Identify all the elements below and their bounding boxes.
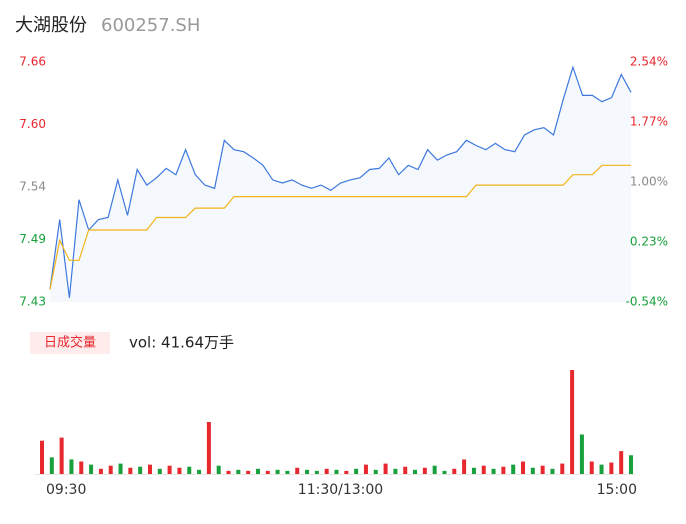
volume-bar (452, 468, 457, 474)
volume-label-bg (30, 332, 110, 354)
volume-bar (491, 468, 496, 474)
price-area (50, 67, 631, 302)
volume-bar (255, 468, 260, 474)
y2-tick-label: 2.54% (630, 55, 668, 69)
volume-bar (197, 469, 202, 474)
volume-bar (383, 463, 388, 474)
volume-bar (413, 469, 418, 474)
volume-bar (442, 470, 447, 474)
volume-bar (570, 370, 575, 474)
volume-bar (157, 468, 162, 474)
y2-tick-label: 1.00% (630, 175, 668, 189)
volume-bar (501, 466, 506, 474)
volume-bar (373, 469, 378, 474)
volume-bar (147, 464, 152, 474)
price-line (49, 65, 632, 298)
volume-bar (246, 470, 251, 474)
y-tick-label: 7.60 (19, 117, 46, 131)
volume-bar (579, 434, 584, 474)
volume-bar (167, 465, 172, 474)
y2-tick-label: -0.54% (626, 295, 668, 309)
volume-bar (187, 466, 192, 474)
volume-bar (305, 469, 310, 474)
volume-bar (363, 464, 368, 474)
volume-bar (344, 470, 349, 474)
volume-bar (108, 465, 113, 474)
volume-bar (629, 455, 633, 474)
x-tick-label: 09:30 (46, 482, 86, 498)
y-tick-label: 7.54 (19, 180, 46, 194)
volume-bar (560, 463, 565, 474)
x-tick-label: 15:00 (597, 482, 637, 498)
volume-bar (324, 468, 329, 474)
volume-bar (226, 470, 231, 474)
volume-bar (481, 465, 486, 474)
y2-tick-label: 0.23% (630, 235, 668, 249)
volume-bar (393, 468, 398, 474)
volume-bar (295, 467, 300, 474)
volume-bar (177, 467, 182, 474)
volume-total: vol: 41.64万手 (129, 334, 234, 352)
volume-bar (285, 470, 290, 474)
volume-bar (619, 451, 624, 474)
volume-bar (89, 464, 94, 474)
volume-bar (206, 422, 211, 474)
volume-bar (334, 469, 339, 474)
volume-bar (462, 459, 467, 474)
volume-bar (69, 459, 74, 474)
stock-name: 大湖股份 (15, 15, 87, 36)
volume-label: 日成交量 (44, 335, 96, 351)
volume-bar (422, 467, 427, 474)
volume-bar (314, 470, 319, 474)
volume-bar (530, 467, 535, 474)
volume-bar (275, 469, 280, 474)
volume-bar (138, 466, 143, 474)
volume-bar (589, 461, 594, 474)
volume-bar (128, 467, 133, 474)
y-tick-label: 7.49 (19, 232, 46, 246)
volume-bar (236, 469, 241, 474)
volume-bar (59, 437, 64, 474)
volume-bar (521, 461, 526, 474)
volume-bar (79, 461, 84, 474)
volume-bar (216, 465, 221, 474)
volume-bar (609, 462, 614, 474)
y-tick-label: 7.66 (19, 55, 46, 69)
volume-bar (540, 465, 545, 474)
volume-bar (471, 467, 476, 474)
volume-bar (118, 463, 123, 474)
y2-tick-label: 1.77% (630, 115, 668, 129)
average-line (49, 164, 631, 290)
stock-code: 600257.SH (101, 15, 200, 36)
volume-bar (599, 464, 604, 474)
volume-bar (511, 464, 516, 474)
x-tick-label: 11:30/13:00 (298, 482, 383, 498)
volume-bar (265, 470, 270, 474)
volume-bar (550, 468, 555, 474)
volume-bar (432, 465, 437, 474)
y-tick-label: 7.43 (19, 295, 46, 309)
volume-bar (354, 468, 359, 474)
volume-bar (49, 457, 54, 474)
volume-bar (98, 468, 103, 474)
volume-bar (403, 466, 408, 474)
volume-bar (40, 440, 44, 474)
